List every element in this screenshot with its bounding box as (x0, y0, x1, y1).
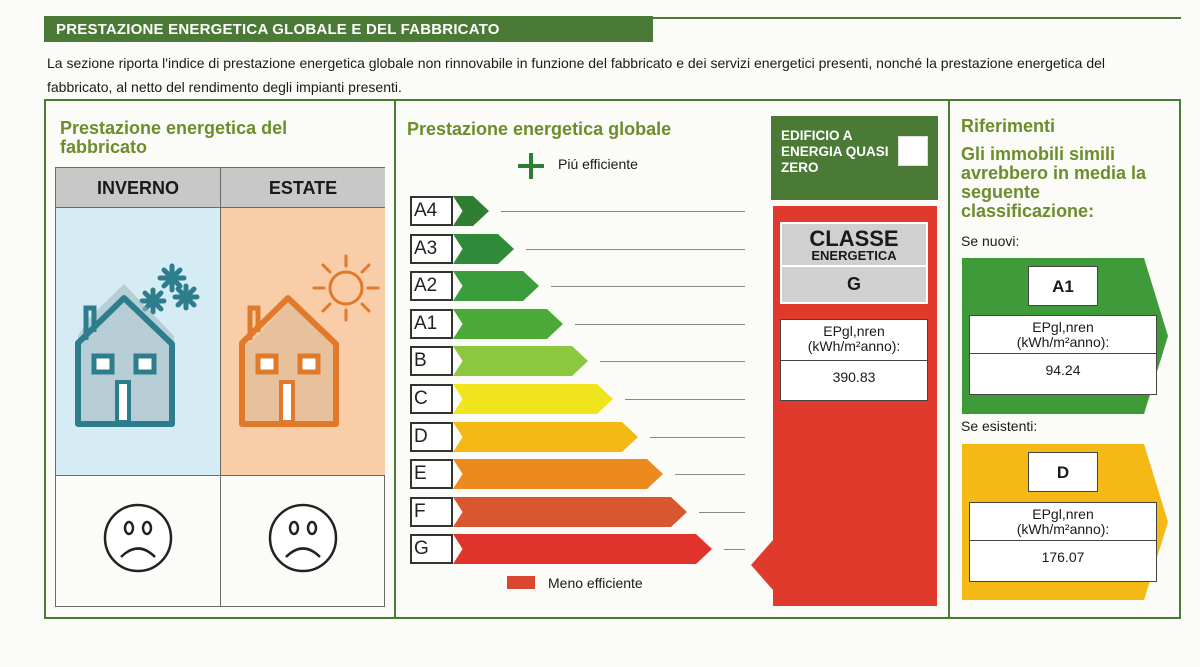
classe-subtitle: ENERGETICA (811, 248, 897, 263)
header-rule (653, 17, 1181, 19)
class-arrow-d (453, 422, 638, 452)
classe-title: CLASSE (809, 226, 899, 251)
nuovi-label: Se nuovi: (961, 233, 1020, 249)
ep-box-nuovi: EPgl,nren (kWh/m²anno): 94.24 (969, 315, 1157, 395)
ep-value: 176.07 (1041, 549, 1085, 565)
ep-separator (970, 353, 1156, 354)
fabbricato-title: Prestazione energetica del fabbricato (60, 118, 288, 157)
less-efficient-label: Meno efficiente (548, 575, 643, 591)
class-arrow-a3 (453, 234, 514, 264)
class-label-a1: A1 (410, 309, 453, 339)
class-arrow-b (453, 346, 588, 376)
ep-separator (781, 360, 927, 361)
class-guide-line (575, 324, 745, 325)
classe-energetica-box: CLASSE ENERGETICA G (780, 222, 928, 304)
class-label-a2: A2 (410, 271, 453, 301)
class-arrow-f (453, 497, 687, 527)
class-guide-line (699, 512, 745, 513)
nzeb-panel: EDIFICIO A ENERGIA QUASI ZERO (771, 116, 938, 200)
class-guide-line (526, 249, 745, 250)
class-arrow-g (453, 534, 712, 564)
ep-value: 94.24 (1045, 362, 1081, 378)
intro-text: La sezione riporta l'indice di prestazio… (47, 55, 1106, 95)
ep-label-line2: (kWh/m²anno): (807, 338, 901, 354)
house-sun-icon (239, 254, 380, 427)
class-guide-line (724, 549, 745, 550)
class-label-f: F (410, 497, 453, 527)
season-table: INVERNO ESTATE (55, 167, 385, 607)
more-efficient-label: Piú efficiente (558, 156, 638, 172)
riferimenti-subtitle: Gli immobili simili avrebbero in media l… (961, 144, 1147, 221)
riferimenti-title: Riferimenti (961, 116, 1056, 136)
class-arrow-e (453, 459, 663, 489)
nuovi-class-box: A1 (1028, 266, 1098, 306)
plus-icon (518, 153, 544, 179)
current-class-pointer (751, 540, 777, 590)
class-label-a3: A3 (410, 234, 453, 264)
class-arrow-c (453, 384, 613, 414)
class-guide-line (675, 474, 745, 475)
globale-title: Prestazione energetica globale (407, 119, 672, 139)
class-arrow-a1 (453, 309, 563, 339)
main-frame (44, 99, 1181, 619)
class-label-a4: A4 (410, 196, 453, 226)
summer-header: ESTATE (221, 168, 385, 208)
ep-label: EPgl,nren (kWh/m²anno): (781, 324, 927, 354)
ep-label-line2: (kWh/m²anno): (1016, 334, 1110, 350)
winter-header: INVERNO (56, 168, 220, 208)
esistenti-label: Se esistenti: (961, 418, 1038, 434)
ep-label: EPgl,nren (kWh/m²anno): (970, 507, 1156, 537)
ep-box-current: EPgl,nren (kWh/m²anno): 390.83 (780, 319, 928, 401)
class-label-e: E (410, 459, 453, 489)
ep-label: EPgl,nren (kWh/m²anno): (970, 320, 1156, 350)
class-guide-line (625, 399, 745, 400)
ep-separator (970, 540, 1156, 541)
ep-label-line2: (kWh/m²anno): (1016, 521, 1110, 537)
classe-value: G (846, 274, 861, 294)
ep-label-line1: EPgl,nren (1032, 506, 1094, 522)
ep-label-line1: EPgl,nren (823, 323, 885, 339)
column-separator (220, 168, 221, 606)
class-label-b: B (410, 346, 453, 376)
ep-label-line1: EPgl,nren (1032, 319, 1094, 335)
section-title: PRESTAZIONE ENERGETICA GLOBALE E DEL FAB… (56, 21, 500, 38)
section-header: PRESTAZIONE ENERGETICA GLOBALE E DEL FAB… (44, 16, 653, 42)
divider-right (948, 99, 950, 619)
class-guide-line (501, 211, 745, 212)
ep-box-esistenti: EPgl,nren (kWh/m²anno): 176.07 (969, 502, 1157, 582)
divider-left (394, 99, 396, 619)
less-efficient-swatch (507, 576, 535, 589)
house-snowflake-icon (75, 263, 200, 427)
sad-face-icon (268, 503, 338, 573)
class-guide-line (551, 286, 745, 287)
class-label-c: C (410, 384, 453, 414)
class-arrow-a4 (453, 196, 489, 226)
class-guide-line (650, 437, 745, 438)
class-arrow-a2 (453, 271, 539, 301)
classe-separator (782, 265, 926, 267)
sad-face-icon (103, 503, 173, 573)
class-label-g: G (410, 534, 453, 564)
class-label-d: D (410, 422, 453, 452)
class-guide-line (600, 361, 745, 362)
nzeb-label: EDIFICIO A ENERGIA QUASI ZERO (781, 128, 889, 175)
esistenti-class-box: D (1028, 452, 1098, 492)
nzeb-checkbox (898, 136, 928, 166)
ep-value: 390.83 (832, 369, 876, 385)
